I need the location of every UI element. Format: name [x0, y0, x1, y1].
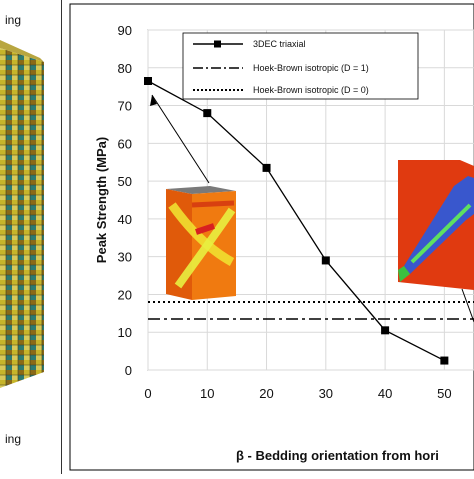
y-tick-label: 70 [118, 99, 132, 114]
callout-arrowhead-left [150, 95, 157, 106]
panel-divider [61, 0, 62, 474]
callout-arrow-right [461, 288, 474, 323]
data-point [440, 356, 449, 365]
legend-label-3dec: 3DEC triaxial [253, 39, 306, 49]
rock-model-illustration: ing ing [0, 13, 44, 446]
y-tick-label: 60 [118, 136, 132, 151]
x-axis-label: β - Bedding orientation from hori [236, 448, 439, 463]
x-tick-label: 10 [200, 386, 214, 401]
chart-frame [69, 3, 474, 471]
x-tick-label: 30 [319, 386, 333, 401]
y-tick-label: 10 [118, 325, 132, 340]
rock-model-image: ing ing [0, 0, 60, 474]
y-tick-label: 0 [125, 363, 132, 378]
data-point [381, 326, 390, 335]
series-line-3dec [147, 80, 445, 362]
x-tick-label: 0 [144, 386, 151, 401]
legend-label-hb-d1: Hoek-Brown isotropic (D = 1) [253, 63, 369, 73]
x-tick-label: 20 [259, 386, 273, 401]
x-tick-label: 40 [378, 386, 392, 401]
y-tick-label: 80 [118, 61, 132, 76]
x-tick-label: 50 [437, 386, 451, 401]
legend-label-hb-d0: Hoek-Brown isotropic (D = 0) [253, 85, 369, 95]
y-axis-label: Peak Strength (MPa) [94, 137, 109, 263]
data-point [144, 77, 152, 85]
fracture-model-left [166, 186, 236, 300]
y-tick-label: 90 [118, 23, 132, 38]
y-tick-label: 30 [118, 250, 132, 265]
left-label-bottom: ing [5, 432, 21, 446]
y-tick-label: 50 [118, 174, 132, 189]
y-tick-label: 40 [118, 212, 132, 227]
legend: 3DEC triaxial Hoek-Brown isotropic (D = … [182, 32, 419, 100]
callout-arrow-left [151, 94, 210, 184]
y-tick-label: 20 [118, 287, 132, 302]
data-point [262, 163, 271, 172]
data-point [203, 109, 212, 118]
left-label-top: ing [5, 13, 21, 27]
fracture-model-right [398, 160, 474, 290]
data-point [321, 256, 330, 265]
